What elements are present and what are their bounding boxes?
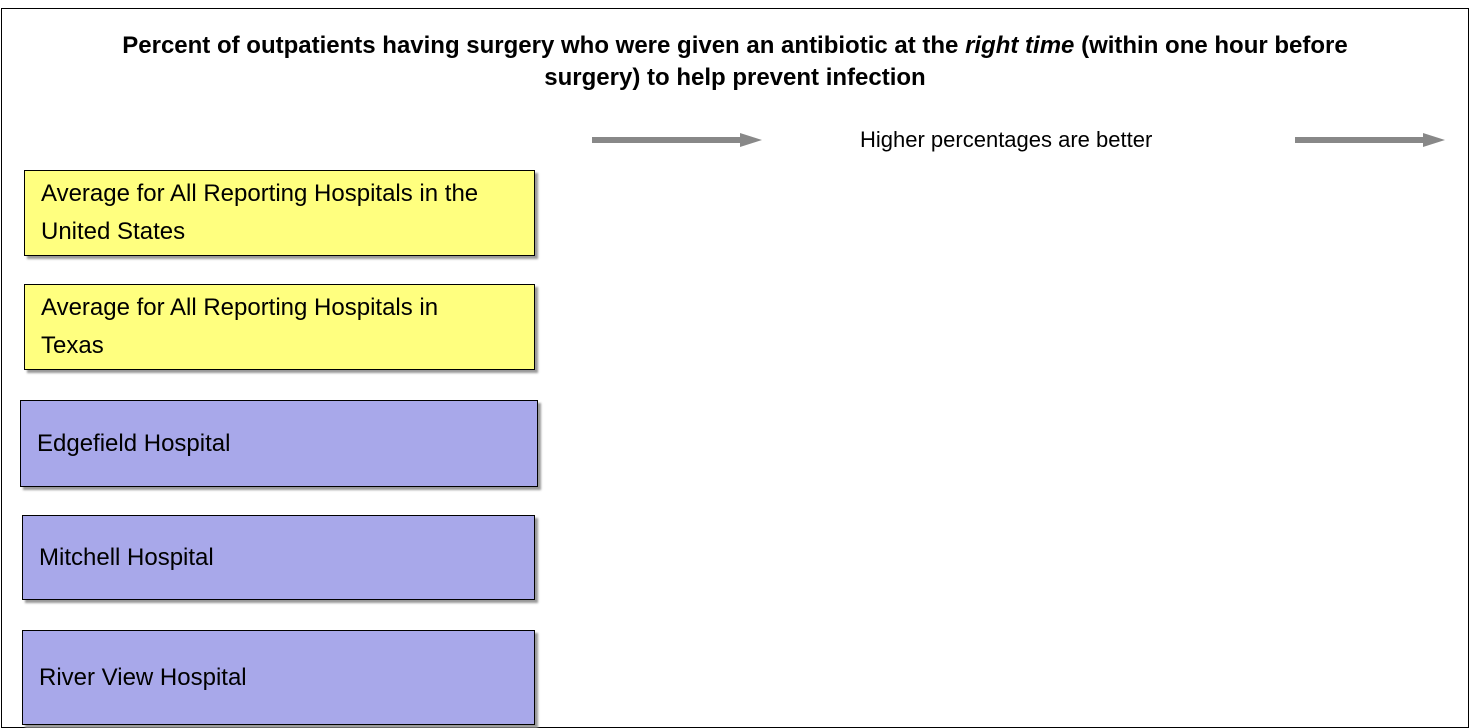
box-label: Edgefield Hospital [37, 429, 231, 457]
title-text: (within one hour before surgery) to help… [544, 32, 1348, 91]
label-box: Average for All Reporting Hospitals in t… [24, 170, 535, 256]
note: Higher percentages are better [860, 127, 1153, 152]
label-box: Mitchell Hospital [22, 515, 535, 600]
box-label: Average for All Reporting Hospitals in t… [41, 180, 479, 245]
box-label: Mitchell Hospital [39, 543, 214, 571]
label-box: River View Hospital [22, 630, 535, 725]
label-box: Edgefield Hospital [20, 400, 538, 487]
box-label: Average for All Reporting Hospitals in T… [41, 294, 439, 359]
arrow [1295, 133, 1445, 147]
title: Percent of outpatients having surgery wh… [120, 30, 1350, 94]
label-box: Average for All Reporting Hospitals in T… [24, 284, 535, 370]
title-text: Percent of outpatients having surgery wh… [122, 32, 966, 59]
arrow [592, 133, 762, 147]
title-italic: right time [965, 32, 1075, 59]
box-label: River View Hospital [39, 663, 247, 691]
